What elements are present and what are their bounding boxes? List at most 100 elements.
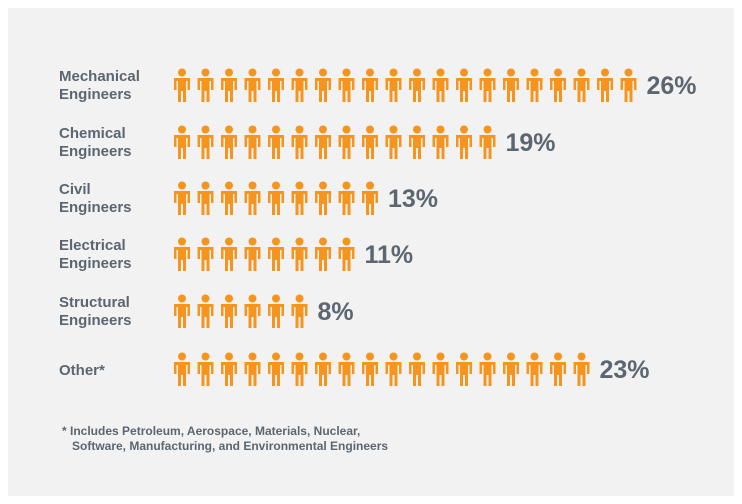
person-icon (338, 125, 355, 159)
person-icon (291, 181, 308, 215)
person-icon (338, 68, 355, 102)
chart-row: Chemical Engineers 19% (8, 123, 734, 163)
person-icon (244, 352, 261, 386)
person-icon (597, 68, 613, 102)
icon-row (174, 237, 355, 271)
category-label: Structural Engineers (59, 294, 132, 329)
person-icon (221, 68, 237, 102)
person-icon (456, 125, 472, 159)
person-icon (526, 68, 543, 102)
person-icon (268, 125, 284, 159)
person-icon (479, 125, 496, 159)
person-icon (268, 68, 284, 102)
person-icon (315, 125, 331, 159)
person-icon (291, 237, 308, 271)
person-icon (620, 68, 637, 102)
chart-row: Structural Engineers 8% (8, 292, 734, 332)
person-icon (573, 68, 590, 102)
person-icon (244, 294, 261, 328)
person-icon (362, 68, 378, 102)
person-icon (268, 294, 284, 328)
person-icon (268, 352, 284, 386)
person-icon (174, 352, 190, 386)
person-icon (221, 125, 237, 159)
person-icon (221, 294, 237, 328)
chart-row: Electrical Engineers 11% (8, 235, 734, 275)
person-icon (409, 125, 425, 159)
person-icon (291, 68, 308, 102)
person-icon (174, 237, 190, 271)
category-label: Civil Engineers (59, 181, 132, 216)
icon-row (174, 125, 496, 159)
person-icon (244, 125, 261, 159)
person-icon (244, 68, 261, 102)
person-icon (362, 181, 378, 215)
person-icon (197, 352, 214, 386)
person-icon (174, 125, 190, 159)
category-label: Mechanical Engineers (59, 68, 140, 103)
person-icon (385, 125, 402, 159)
icon-row (174, 181, 378, 215)
person-icon (291, 125, 308, 159)
person-icon (409, 68, 425, 102)
icon-row (174, 294, 308, 328)
person-icon (409, 352, 425, 386)
person-icon (338, 237, 355, 271)
person-icon (268, 237, 284, 271)
person-icon (432, 352, 449, 386)
person-icon (479, 68, 496, 102)
person-icon (221, 237, 237, 271)
value-label: 11% (364, 241, 414, 269)
footnote: * Includes Petroleum, Aerospace, Materia… (62, 424, 389, 453)
category-label: Other* (59, 362, 105, 379)
person-icon (503, 68, 519, 102)
icon-row (174, 68, 637, 102)
person-icon (456, 68, 472, 102)
category-label: Electrical Engineers (59, 237, 132, 272)
person-icon (174, 181, 190, 215)
person-icon (174, 68, 190, 102)
person-icon (197, 181, 214, 215)
person-icon (174, 294, 190, 328)
person-icon (385, 352, 402, 386)
chart-panel: Mechanical Engineers 26% Chemical Engineer… (8, 8, 734, 496)
chart-row: Civil Engineers 13% (8, 179, 734, 219)
person-icon (432, 68, 449, 102)
person-icon (221, 181, 237, 215)
person-icon (338, 181, 355, 215)
person-icon (244, 181, 261, 215)
value-label: 26% (646, 72, 697, 100)
person-icon (456, 352, 472, 386)
value-label: 19% (505, 129, 556, 157)
icon-row (174, 352, 590, 386)
person-icon (315, 181, 331, 215)
category-label: Chemical Engineers (59, 125, 132, 160)
person-icon (291, 294, 308, 328)
person-icon (197, 237, 214, 271)
person-icon (221, 352, 237, 386)
chart-row: Mechanical Engineers 26% (8, 66, 734, 106)
person-icon (197, 68, 214, 102)
person-icon (315, 68, 331, 102)
person-icon (268, 181, 284, 215)
value-label: 8% (317, 298, 354, 326)
person-icon (291, 352, 308, 386)
person-icon (526, 352, 543, 386)
person-icon (550, 352, 566, 386)
person-icon (244, 237, 261, 271)
person-icon (315, 352, 331, 386)
value-label: 23% (599, 356, 650, 384)
person-icon (197, 125, 214, 159)
person-icon (385, 68, 402, 102)
person-icon (315, 237, 331, 271)
person-icon (550, 68, 566, 102)
person-icon (432, 125, 449, 159)
person-icon (479, 352, 496, 386)
person-icon (362, 352, 378, 386)
person-icon (503, 352, 519, 386)
chart-row: Other* 23% (8, 350, 734, 390)
person-icon (362, 125, 378, 159)
person-icon (573, 352, 590, 386)
person-icon (338, 352, 355, 386)
person-icon (197, 294, 214, 328)
